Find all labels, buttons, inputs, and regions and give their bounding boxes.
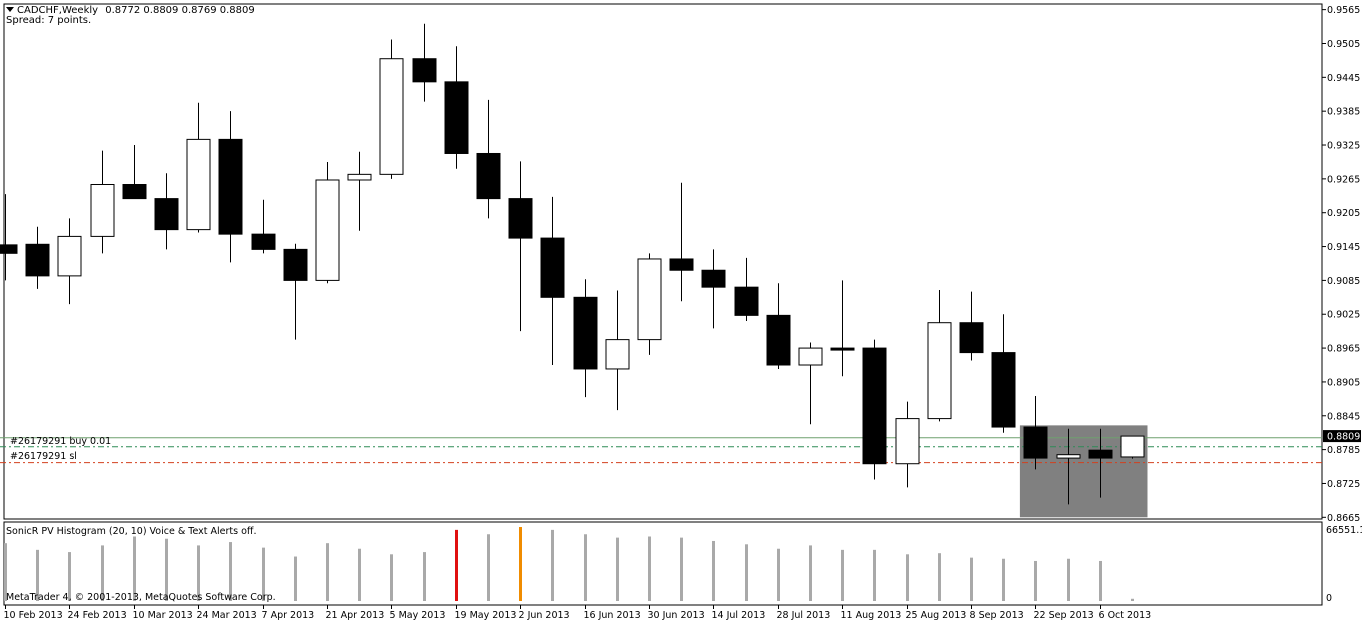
y-tick-label: 0.9205 <box>1327 208 1360 219</box>
x-tick-label: 30 Jun 2013 <box>648 610 705 621</box>
x-tick-label: 24 Mar 2013 <box>197 610 257 621</box>
candle-body[interactable] <box>959 322 984 354</box>
x-tick-label: 22 Sep 2013 <box>1034 610 1094 621</box>
ohlc-values: 0.8772 0.8809 0.8769 0.8809 <box>105 5 255 16</box>
y-tick-label: 0.9025 <box>1327 310 1360 321</box>
candle-body[interactable] <box>798 347 823 366</box>
candle-body[interactable] <box>1088 449 1113 459</box>
candle-body[interactable] <box>251 233 276 250</box>
y-tick-label: 0.8905 <box>1327 377 1360 388</box>
symbol-header[interactable]: CADCHF,Weekly 0.8772 0.8809 0.8769 0.880… <box>6 5 255 16</box>
candle-body[interactable] <box>605 339 630 370</box>
y-tick-label: 0.8785 <box>1327 445 1360 456</box>
y-tick-label: 0.9385 <box>1327 107 1360 118</box>
y-tick-label: 0.9085 <box>1327 276 1360 287</box>
candle-body[interactable] <box>862 347 887 465</box>
x-tick-label: 5 May 2013 <box>390 610 446 621</box>
copyright-text: MetaTrader 4, © 2001-2013, MetaQuotes So… <box>6 592 276 603</box>
candle-body[interactable] <box>90 184 115 237</box>
candle-body[interactable] <box>573 296 598 370</box>
stop-loss-label[interactable]: #26179291 sl <box>10 451 77 462</box>
candle-body[interactable] <box>154 198 179 231</box>
candle-body[interactable] <box>830 347 855 351</box>
y-tick-label: 0.8965 <box>1327 344 1360 355</box>
current-price-label: 0.8809 <box>1327 432 1360 443</box>
x-tick-label: 24 Feb 2013 <box>68 610 127 621</box>
candle-body[interactable] <box>701 269 726 288</box>
indicator-zero-label: 0 <box>1326 593 1333 604</box>
candle-body[interactable] <box>766 314 791 366</box>
candle-body[interactable] <box>444 81 469 154</box>
main-pane-frame <box>3 3 1323 520</box>
candle-body[interactable] <box>734 286 759 316</box>
candle-body[interactable] <box>25 243 50 277</box>
spread-label: Spread: 7 points. <box>6 15 92 26</box>
y-tick-label: 0.9445 <box>1327 73 1360 84</box>
x-tick-label: 11 Aug 2013 <box>841 610 902 621</box>
candle-body[interactable] <box>0 244 18 254</box>
x-tick-label: 10 Mar 2013 <box>133 610 193 621</box>
y-tick-label: 0.8845 <box>1327 411 1360 422</box>
x-tick-label: 19 May 2013 <box>455 610 517 621</box>
candle-body[interactable] <box>283 248 308 281</box>
candle-body[interactable] <box>637 258 662 341</box>
candle-body[interactable] <box>186 138 211 231</box>
candle-body[interactable] <box>315 179 340 281</box>
candle-body[interactable] <box>379 58 404 175</box>
x-tick-label: 14 Jul 2013 <box>712 610 766 621</box>
x-tick-label: 21 Apr 2013 <box>326 610 385 621</box>
x-tick-label: 10 Feb 2013 <box>4 610 63 621</box>
candle-body[interactable] <box>1023 426 1048 459</box>
dropdown-arrow-icon[interactable] <box>6 7 14 12</box>
x-tick-label: 16 Jun 2013 <box>584 610 641 621</box>
candle-body[interactable] <box>476 152 501 200</box>
x-tick-label: 28 Jul 2013 <box>777 610 831 621</box>
y-tick-label: 0.9505 <box>1327 39 1360 50</box>
candle-body[interactable] <box>927 322 952 420</box>
candle-body[interactable] <box>1056 454 1081 459</box>
candle-body[interactable] <box>1120 435 1145 458</box>
candle-body[interactable] <box>218 138 243 235</box>
candle-body[interactable] <box>122 184 147 200</box>
candle-body[interactable] <box>991 352 1016 428</box>
current-price-tag <box>1323 430 1361 443</box>
candle-body[interactable] <box>669 258 694 271</box>
candle-body[interactable] <box>895 418 920 465</box>
indicator-max-label: 66551.1 <box>1326 525 1362 536</box>
indicator-title: SonicR PV Histogram (20, 10) Voice & Tex… <box>6 526 257 537</box>
buy-order-label[interactable]: #26179291 buy 0.01 <box>10 436 112 447</box>
x-tick-label: 25 Aug 2013 <box>906 610 967 621</box>
y-tick-label: 0.8665 <box>1327 513 1360 524</box>
x-tick-label: 6 Oct 2013 <box>1099 610 1152 621</box>
symbol-label: CADCHF,Weekly <box>17 5 99 16</box>
x-tick-label: 8 Sep 2013 <box>970 610 1024 621</box>
candle-body[interactable] <box>540 237 565 298</box>
candle-body[interactable] <box>412 58 437 83</box>
y-tick-label: 0.8725 <box>1327 479 1360 490</box>
y-tick-label: 0.9145 <box>1327 242 1360 253</box>
y-tick-label: 0.9325 <box>1327 141 1360 152</box>
y-tick-label: 0.9265 <box>1327 174 1360 185</box>
y-tick-label: 0.9565 <box>1327 5 1360 16</box>
x-tick-label: 2 Jun 2013 <box>519 610 570 621</box>
candle-body[interactable] <box>347 173 372 181</box>
x-tick-label: 7 Apr 2013 <box>262 610 315 621</box>
candle-body[interactable] <box>508 198 533 239</box>
candle-body[interactable] <box>57 235 82 277</box>
